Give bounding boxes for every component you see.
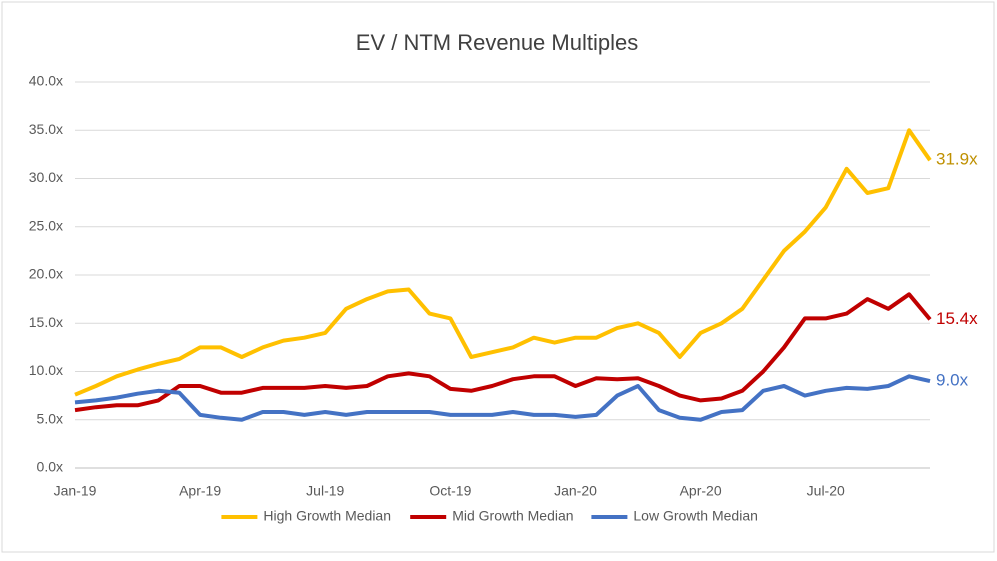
y-tick-label: 40.0x xyxy=(29,73,63,89)
x-tick-label: Jul-20 xyxy=(807,483,845,499)
y-tick-label: 0.0x xyxy=(37,459,63,475)
y-tick-label: 30.0x xyxy=(29,169,63,185)
series-line xyxy=(74,374,931,422)
x-tick-label: Jul-19 xyxy=(306,483,344,499)
series-line xyxy=(74,128,932,397)
y-tick-label: 35.0x xyxy=(29,121,63,137)
x-tick-label: Jan-20 xyxy=(554,483,597,499)
legend-label: Mid Growth Median xyxy=(452,508,573,524)
x-tick-label: Apr-20 xyxy=(680,483,722,499)
y-tick-label: 20.0x xyxy=(29,266,63,282)
end-label: 31.9x xyxy=(936,150,978,169)
legend-label: Low Growth Median xyxy=(633,508,758,524)
x-tick-label: Jan-19 xyxy=(54,483,97,499)
x-tick-label: Oct-19 xyxy=(429,483,471,499)
y-tick-label: 5.0x xyxy=(37,410,63,426)
chart-title: EV / NTM Revenue Multiples xyxy=(356,30,638,55)
series-line xyxy=(74,292,932,413)
y-tick-label: 10.0x xyxy=(29,362,63,378)
y-tick-label: 15.0x xyxy=(29,314,63,330)
legend-label: High Growth Median xyxy=(263,508,391,524)
end-label: 9.0x xyxy=(936,371,969,390)
end-label: 15.4x xyxy=(936,309,978,328)
y-tick-label: 25.0x xyxy=(29,217,63,233)
x-tick-label: Apr-19 xyxy=(179,483,221,499)
